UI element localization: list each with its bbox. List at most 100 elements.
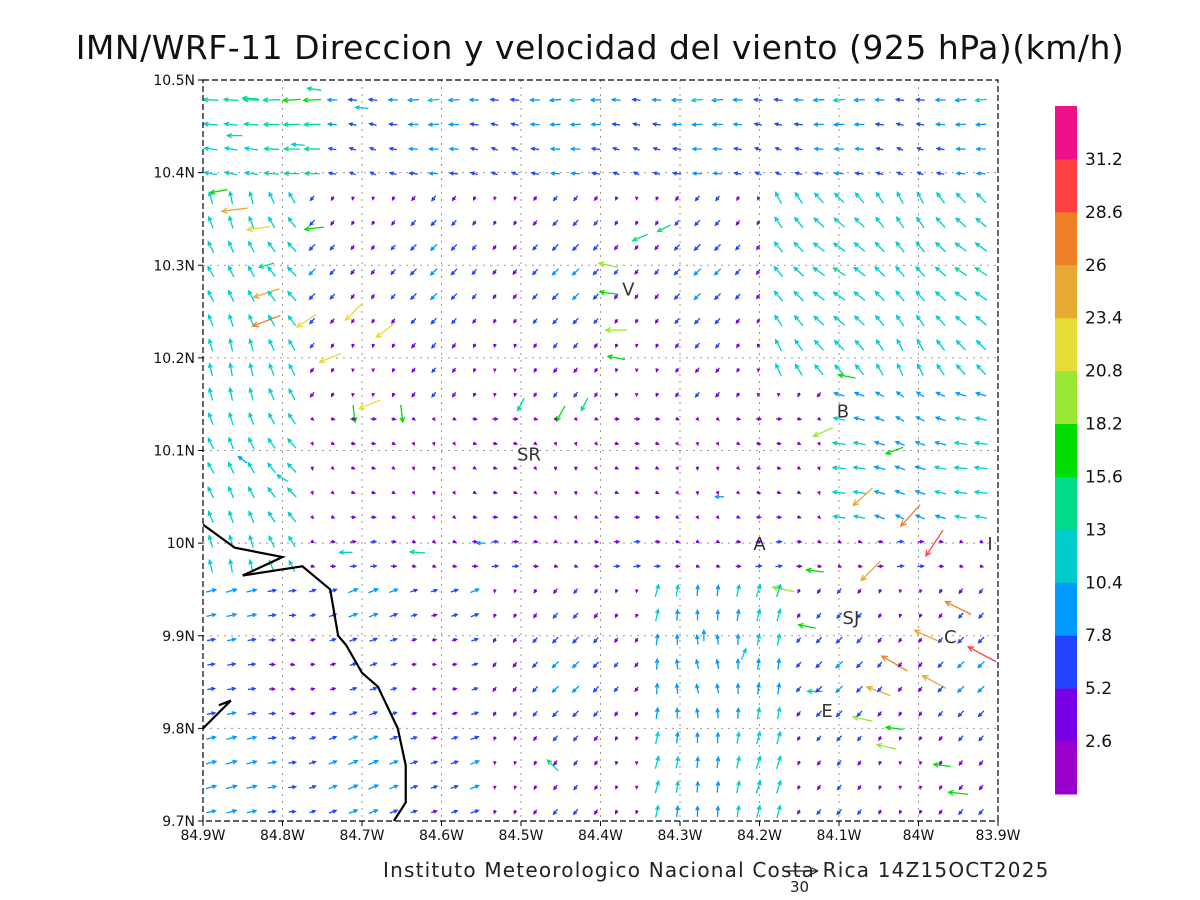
wind-vector [815, 636, 823, 644]
wind-vector [489, 97, 499, 102]
wind-vector [552, 612, 559, 619]
wind-vector [330, 515, 336, 519]
wind-vector [793, 290, 804, 302]
wind-vector [470, 613, 480, 618]
wind-vector [287, 216, 297, 228]
wind-vector [898, 711, 903, 717]
wind-vector [348, 171, 356, 176]
wind-vector [813, 146, 824, 152]
wind-vector [736, 583, 741, 597]
wind-vector [533, 441, 538, 446]
wind-vector [793, 216, 804, 228]
wind-vector [651, 97, 662, 103]
wind-vector [513, 736, 518, 742]
wind-vector [756, 730, 762, 745]
wind-vector [205, 759, 218, 765]
coastline-main [203, 523, 407, 821]
wind-vector [670, 97, 683, 103]
wind-vector [953, 465, 968, 471]
wind-vector [937, 710, 944, 718]
wind-vector [427, 122, 440, 127]
wind-vector [973, 489, 988, 495]
reference-arrowhead [811, 867, 819, 875]
wind-vector [330, 416, 336, 421]
colorbar-label: 5.2 [1085, 679, 1112, 699]
wind-vector [817, 466, 821, 471]
wind-vector [389, 760, 399, 765]
wind-vector [795, 686, 802, 693]
wind-vector [552, 808, 559, 816]
wind-vector [268, 637, 277, 642]
wind-vector [631, 122, 641, 127]
wind-vector [614, 809, 619, 815]
wind-vector [286, 487, 297, 498]
wind-vector [571, 292, 580, 301]
wind-vector [348, 588, 359, 594]
wind-vector [878, 589, 882, 594]
wind-vector [390, 244, 396, 251]
wind-vector [492, 466, 498, 470]
wind-vector [389, 809, 399, 814]
x-tick-label: 84.6W [419, 828, 464, 844]
wind-vector [492, 490, 499, 495]
wind-vector [330, 466, 335, 471]
wind-vector [894, 514, 905, 520]
wind-vector [431, 638, 438, 642]
wind-vector [411, 391, 416, 398]
wind-vector [309, 391, 315, 398]
wind-vector [874, 290, 885, 302]
wind-vector [732, 146, 742, 152]
colorbar-swatch [1055, 106, 1077, 160]
wind-vector [837, 564, 843, 568]
wind-vector [290, 142, 305, 148]
wind-vector [263, 170, 279, 176]
wind-vector [450, 588, 460, 593]
wind-vector [492, 662, 497, 668]
wind-vector [774, 146, 782, 151]
wind-vector [875, 216, 885, 229]
wind-vector [756, 608, 762, 622]
wind-vector [654, 755, 661, 769]
wind-vector [491, 564, 500, 569]
wind-vector [203, 146, 218, 152]
wind-vector [854, 171, 864, 176]
wind-vector [471, 564, 479, 569]
wind-vector [610, 97, 621, 103]
wind-vector [411, 515, 416, 520]
wind-vector [974, 391, 987, 397]
wind-vector [774, 314, 783, 327]
wind-vector [797, 809, 801, 815]
wind-vector [975, 217, 987, 228]
wind-vector [551, 243, 559, 252]
wind-vector [875, 363, 884, 376]
wind-vector [228, 485, 235, 499]
wind-vector [549, 171, 560, 176]
wind-vector [470, 784, 481, 790]
wind-vector [411, 564, 417, 569]
wind-vector [797, 515, 802, 519]
wind-vector [267, 462, 276, 474]
wind-vector [715, 441, 720, 447]
wind-vector [673, 293, 681, 301]
wind-vector [853, 315, 865, 326]
wind-vector [330, 490, 335, 495]
wind-vector [895, 290, 905, 302]
wind-vector [246, 759, 258, 765]
wind-vector [856, 710, 863, 718]
wind-vector [934, 97, 946, 103]
wind-vector [635, 196, 639, 201]
wind-vector [329, 293, 336, 300]
wind-vector [918, 637, 923, 644]
x-tick-label: 84.5W [498, 828, 543, 844]
wind-vector [755, 583, 762, 598]
wind-vector [208, 188, 228, 195]
wind-vector [833, 339, 845, 351]
wind-vector [958, 735, 964, 742]
wind-vector [855, 685, 863, 693]
wind-vector [493, 196, 497, 201]
wind-vector [390, 637, 398, 642]
wind-vector [510, 146, 519, 151]
wind-vector [634, 711, 639, 717]
wind-vector [513, 318, 517, 324]
wind-vector [691, 171, 702, 176]
